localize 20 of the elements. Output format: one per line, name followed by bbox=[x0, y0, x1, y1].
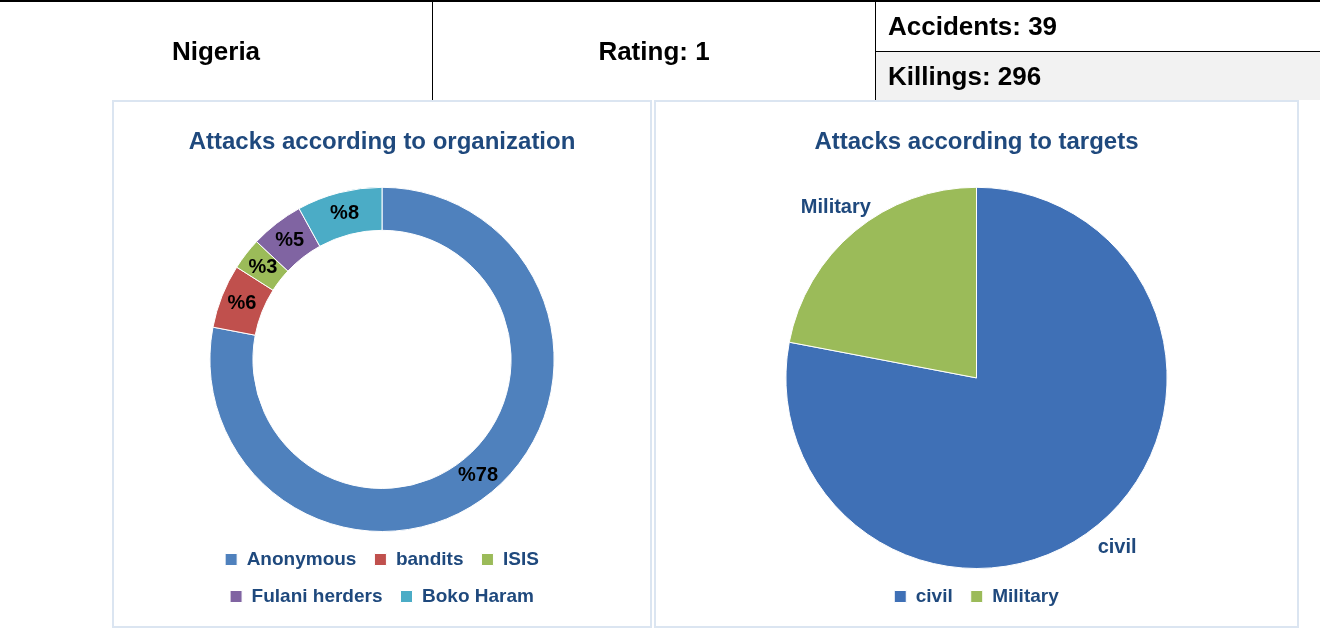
text: Rating: 1 bbox=[433, 2, 876, 100]
data-label: %78 bbox=[457, 462, 498, 485]
chart-title: Attacks according to organization bbox=[188, 127, 576, 155]
data-label: Military bbox=[800, 195, 872, 218]
text: Nigeria bbox=[0, 2, 433, 100]
data-label: %3 bbox=[248, 254, 278, 277]
legend-label: civil bbox=[915, 584, 953, 606]
data-label: %5 bbox=[275, 227, 305, 250]
legend-label: Military bbox=[992, 584, 1060, 606]
text: Accidents: 39 bbox=[876, 2, 1320, 52]
data-label: civil bbox=[1097, 535, 1137, 558]
text: Killings: 296 bbox=[876, 52, 1320, 100]
data-label: %6 bbox=[227, 291, 257, 314]
legend-label: ISIS bbox=[502, 547, 539, 569]
data-label: %8 bbox=[330, 201, 359, 224]
legend-label: Fulani herders bbox=[251, 584, 383, 606]
legend-label: Anonymous bbox=[246, 547, 357, 569]
legend-label: Boko Haram bbox=[422, 584, 534, 606]
chart-title: Attacks according to targets bbox=[814, 127, 1139, 155]
legend-label: bandits bbox=[395, 547, 464, 569]
